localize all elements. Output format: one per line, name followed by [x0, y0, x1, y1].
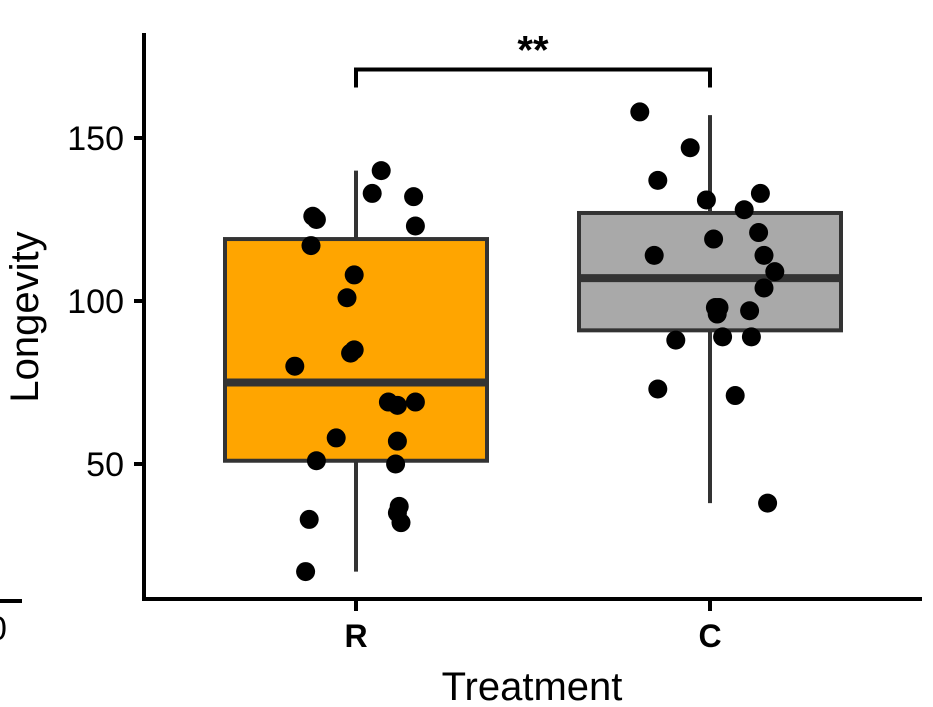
- data-point: [405, 216, 425, 236]
- data-point: [387, 503, 407, 523]
- x-tick-label-R: R: [344, 618, 367, 654]
- data-point: [371, 161, 391, 181]
- data-point: [326, 428, 346, 448]
- data-point: [765, 262, 785, 282]
- data-point: [740, 301, 760, 321]
- data-point: [299, 509, 319, 529]
- data-point: [630, 102, 650, 122]
- data-point: [749, 223, 769, 243]
- axes-layer: 0: [0, 33, 922, 648]
- data-point: [758, 493, 778, 513]
- data-point: [404, 187, 424, 207]
- data-point: [405, 392, 425, 412]
- data-point: [301, 236, 321, 256]
- data-point: [680, 138, 700, 158]
- data-point: [648, 170, 668, 190]
- y-tick-label: 50: [86, 446, 124, 484]
- annotation-layer: **: [354, 29, 712, 88]
- left-fragment-label: 0: [0, 610, 7, 648]
- y-tick-label: 100: [67, 283, 124, 321]
- significance-bracket: [354, 67, 712, 88]
- data-point: [713, 327, 733, 347]
- points-layer: [285, 102, 785, 582]
- data-point: [754, 245, 774, 265]
- data-point: [362, 183, 382, 203]
- data-point: [344, 265, 364, 285]
- data-point: [754, 278, 774, 298]
- x-axis-title: Treatment: [442, 665, 623, 707]
- data-point: [296, 562, 316, 582]
- data-point: [306, 210, 326, 229]
- data-point: [387, 431, 407, 451]
- data-point: [725, 386, 745, 406]
- data-point: [696, 190, 716, 210]
- data-point: [741, 327, 761, 347]
- data-point: [666, 330, 686, 350]
- y-axis-title: Longevity: [3, 231, 47, 402]
- data-point: [285, 356, 305, 376]
- data-point: [734, 200, 754, 220]
- significance-label: **: [517, 29, 549, 73]
- data-point: [386, 454, 406, 474]
- data-point: [709, 298, 729, 318]
- y-tick-label: 150: [67, 120, 124, 158]
- data-point: [750, 183, 770, 203]
- data-point: [387, 395, 407, 415]
- data-point: [644, 245, 664, 265]
- x-tick-label-C: C: [698, 618, 721, 654]
- y-ticks-layer: 50 100 150: [67, 120, 144, 484]
- data-point: [344, 340, 364, 360]
- data-point: [704, 229, 724, 249]
- data-point: [337, 288, 357, 308]
- data-point: [648, 379, 668, 399]
- data-point: [306, 451, 326, 471]
